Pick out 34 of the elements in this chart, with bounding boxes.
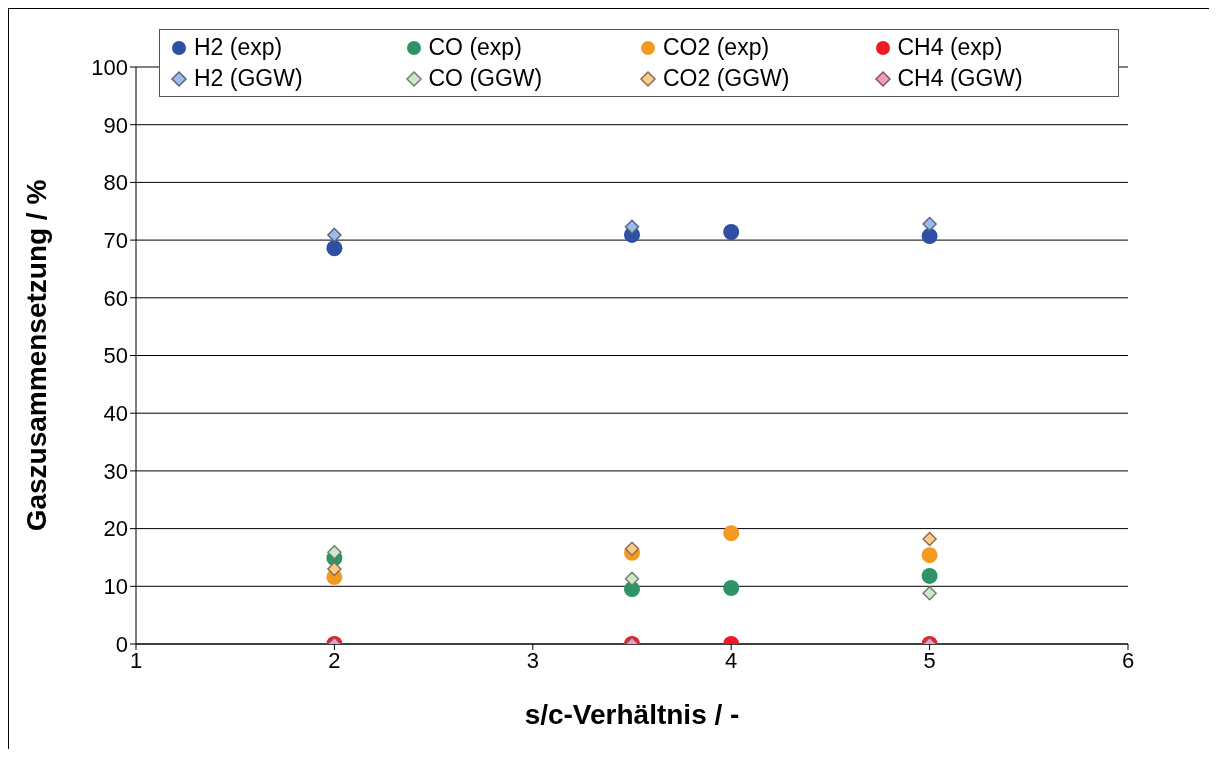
legend-label: CO (GGW) [428,65,543,92]
legend-label: CH4 (exp) [897,34,1003,61]
legend-label: H2 (exp) [194,34,283,61]
y-tick-label: 100 [91,54,128,80]
y-tick-label: 40 [103,401,128,427]
x-tick-label: 1 [129,647,143,673]
legend-label: CH4 (GGW) [897,65,1023,92]
y-tick-label: 70 [103,227,128,253]
legend-label: CO2 (exp) [663,34,770,61]
x-tick-label: 6 [1121,647,1135,673]
point [723,525,740,542]
y-axis-title: Gaszusammensetzung / % [20,179,52,532]
y-tick-label: 30 [103,458,128,484]
point [921,228,938,245]
y-tick-label: 0 [115,631,128,657]
legend-label: H2 (GGW) [194,65,303,92]
y-tick-label: 10 [103,574,128,600]
y-tick-label: 50 [103,343,128,369]
y-tick-label: 90 [103,112,128,138]
point [723,580,740,597]
y-tick-label: 80 [103,170,128,196]
x-tick-label: 4 [725,647,738,673]
x-tick-label: 5 [923,647,936,673]
point [723,224,740,241]
point [921,567,938,584]
x-axis-title: s/c-Verhältnis / - [524,699,740,730]
x-tick-label: 3 [526,647,539,673]
y-tick-label: 20 [103,516,128,542]
y-tick-label: 60 [103,285,128,311]
legend-label: CO (exp) [428,34,522,61]
legend-label: CO2 (GGW) [663,65,790,92]
x-tick-label: 2 [328,647,341,673]
point [921,547,938,564]
point [326,240,343,257]
